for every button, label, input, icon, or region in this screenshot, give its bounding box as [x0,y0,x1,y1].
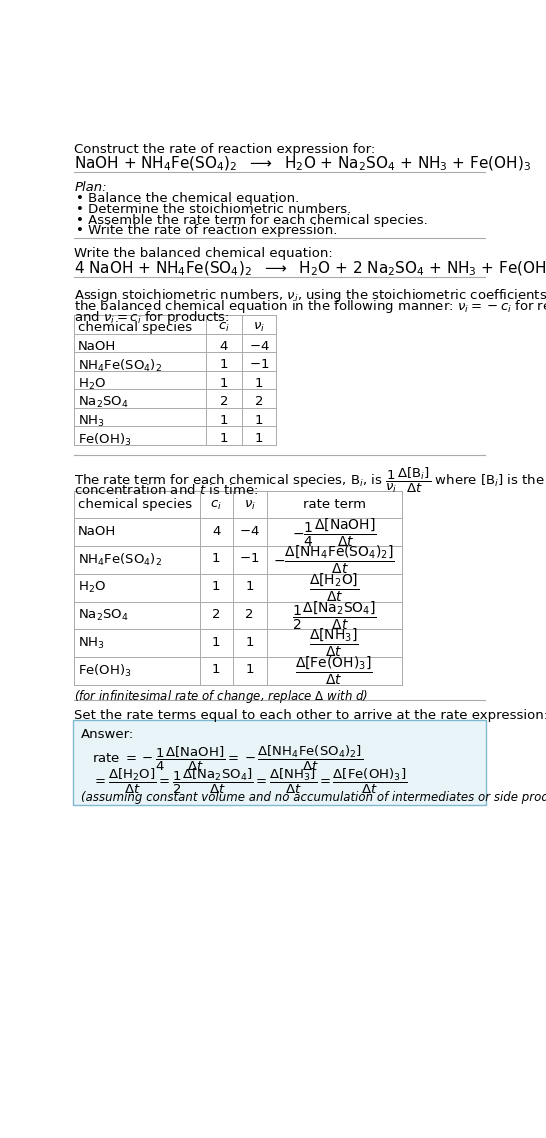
Text: 1: 1 [254,414,263,427]
Text: $\nu_i$: $\nu_i$ [253,321,265,333]
Text: $= \dfrac{\Delta[\mathrm{H_2O}]}{\Delta t} = \dfrac{1}{2}\dfrac{\Delta[\mathrm{N: $= \dfrac{\Delta[\mathrm{H_2O}]}{\Delta … [92,766,407,795]
Text: Fe(OH)$_3$: Fe(OH)$_3$ [78,432,131,448]
Text: H$_2$O: H$_2$O [78,377,105,391]
Text: $\dfrac{\Delta[\mathrm{Fe(OH)_3}]}{\Delta t}$: $\dfrac{\Delta[\mathrm{Fe(OH)_3}]}{\Delt… [295,654,373,687]
Text: $-\dfrac{\Delta[\mathrm{NH_4Fe(SO_4)_2}]}{\Delta t}$: $-\dfrac{\Delta[\mathrm{NH_4Fe(SO_4)_2}]… [273,544,395,576]
Text: H$_2$O: H$_2$O [78,580,105,595]
Text: NH$_3$: NH$_3$ [78,414,104,429]
Text: 4: 4 [220,340,228,353]
Text: $\dfrac{\Delta[\mathrm{NH_3}]}{\Delta t}$: $\dfrac{\Delta[\mathrm{NH_3}]}{\Delta t}… [309,627,359,659]
Text: Answer:: Answer: [81,728,134,741]
Text: 1: 1 [245,580,254,593]
Text: NaOH: NaOH [78,340,116,353]
Text: the balanced chemical equation in the following manner: $\nu_i = -c_i$ for react: the balanced chemical equation in the fo… [74,298,546,315]
Text: Na$_2$SO$_4$: Na$_2$SO$_4$ [78,608,128,622]
Text: 2: 2 [212,608,221,621]
Text: (assuming constant volume and no accumulation of intermediates or side products): (assuming constant volume and no accumul… [81,791,546,805]
Text: 4: 4 [212,525,221,537]
Text: 1: 1 [254,432,263,445]
Text: 2: 2 [254,395,263,409]
Text: rate $= -\dfrac{1}{4}\dfrac{\Delta[\mathrm{NaOH}]}{\Delta t} = -\dfrac{\Delta[\m: rate $= -\dfrac{1}{4}\dfrac{\Delta[\math… [92,743,363,773]
Text: 1: 1 [245,663,254,676]
Text: • Write the rate of reaction expression.: • Write the rate of reaction expression. [76,224,337,238]
Text: (for infinitesimal rate of change, replace $\Delta$ with $d$): (for infinitesimal rate of change, repla… [74,687,369,704]
Text: 2: 2 [245,608,254,621]
Text: Na$_2$SO$_4$: Na$_2$SO$_4$ [78,395,128,411]
Text: 2: 2 [220,395,228,409]
Text: concentration and $t$ is time:: concentration and $t$ is time: [74,483,259,497]
Text: NaOH: NaOH [78,525,116,537]
Text: 1: 1 [212,580,221,593]
Bar [73,720,486,805]
Text: NH$_3$: NH$_3$ [78,635,104,651]
Text: chemical species: chemical species [78,498,192,511]
Text: 1: 1 [220,358,228,371]
Text: • Determine the stoichiometric numbers.: • Determine the stoichiometric numbers. [76,203,351,216]
Text: $c_i$: $c_i$ [210,498,222,512]
Text: NH$_4$Fe(SO$_4$)$_2$: NH$_4$Fe(SO$_4$)$_2$ [78,358,162,374]
Text: $c_i$: $c_i$ [218,321,230,333]
Text: 1: 1 [220,414,228,427]
Text: Construct the rate of reaction expression for:: Construct the rate of reaction expressio… [74,142,376,156]
Text: chemical species: chemical species [78,321,192,333]
Text: Plan:: Plan: [74,181,107,195]
Text: 1: 1 [220,432,228,445]
Text: $-\dfrac{1}{4}\dfrac{\Delta[\mathrm{NaOH}]}{\Delta t}$: $-\dfrac{1}{4}\dfrac{\Delta[\mathrm{NaOH… [292,517,376,549]
Text: NH$_4$Fe(SO$_4$)$_2$: NH$_4$Fe(SO$_4$)$_2$ [78,552,162,569]
Text: $-1$: $-1$ [249,358,269,371]
Text: Write the balanced chemical equation:: Write the balanced chemical equation: [74,247,333,261]
Text: $\dfrac{1}{2}\dfrac{\Delta[\mathrm{Na_2SO_4}]}{\Delta t}$: $\dfrac{1}{2}\dfrac{\Delta[\mathrm{Na_2S… [292,600,377,632]
Text: 1: 1 [220,377,228,390]
Text: rate term: rate term [302,498,366,511]
Text: $-4$: $-4$ [239,525,260,537]
Text: 1: 1 [212,663,221,676]
Text: Fe(OH)$_3$: Fe(OH)$_3$ [78,663,131,679]
Text: 1: 1 [245,635,254,649]
Text: 4 NaOH + NH$_4$Fe(SO$_4$)$_2$  $\longrightarrow$  H$_2$O + 2 Na$_2$SO$_4$ + NH$_: 4 NaOH + NH$_4$Fe(SO$_4$)$_2$ $\longrigh… [74,259,546,278]
Text: • Balance the chemical equation.: • Balance the chemical equation. [76,192,299,205]
Text: $\nu_i$: $\nu_i$ [244,498,256,512]
Text: Assign stoichiometric numbers, $\nu_i$, using the stoichiometric coefficients, $: Assign stoichiometric numbers, $\nu_i$, … [74,288,546,305]
Text: 1: 1 [212,635,221,649]
Text: $-4$: $-4$ [248,340,269,353]
Text: The rate term for each chemical species, B$_i$, is $\dfrac{1}{\nu_i}\dfrac{\Delt: The rate term for each chemical species,… [74,467,546,495]
Text: $\dfrac{\Delta[\mathrm{H_2O}]}{\Delta t}$: $\dfrac{\Delta[\mathrm{H_2O}]}{\Delta t}… [309,571,359,604]
Text: Set the rate terms equal to each other to arrive at the rate expression:: Set the rate terms equal to each other t… [74,709,546,723]
Text: and $\nu_i = c_i$ for products:: and $\nu_i = c_i$ for products: [74,310,230,327]
Text: • Assemble the rate term for each chemical species.: • Assemble the rate term for each chemic… [76,214,428,226]
Text: 1: 1 [254,377,263,390]
Text: 1: 1 [212,552,221,566]
Text: NaOH + NH$_4$Fe(SO$_4$)$_2$  $\longrightarrow$  H$_2$O + Na$_2$SO$_4$ + NH$_3$ +: NaOH + NH$_4$Fe(SO$_4$)$_2$ $\longrighta… [74,155,531,173]
Text: $-1$: $-1$ [240,552,260,566]
